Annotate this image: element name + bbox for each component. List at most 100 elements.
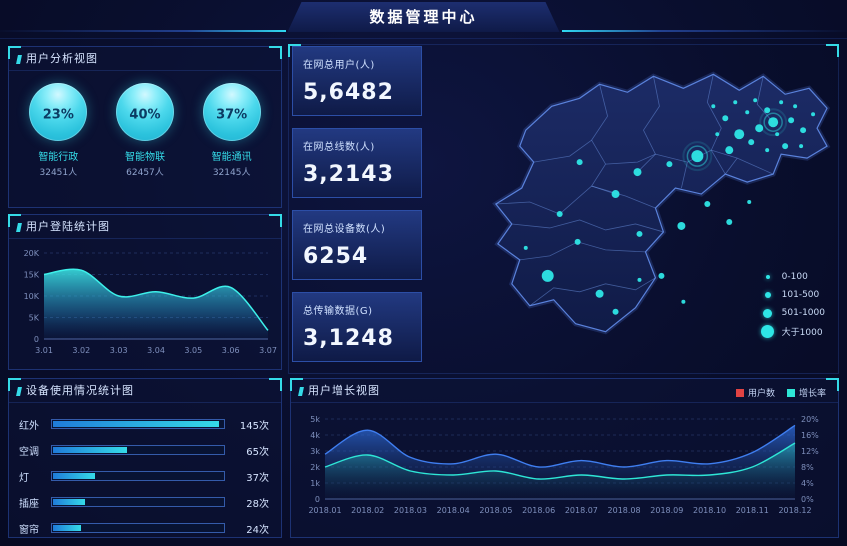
stat-label: 在网总设备数(人) <box>303 224 386 235</box>
map-dot <box>574 238 581 245</box>
map-dot <box>753 98 758 103</box>
device-bar-row: 红外 145次 <box>19 411 269 437</box>
map-dot <box>726 218 733 225</box>
legend-dot-icon <box>764 292 771 298</box>
增长率-area-fill <box>325 443 795 499</box>
map-dot-ring <box>763 112 783 132</box>
map-dot <box>633 168 642 177</box>
x-axis-tick: 2018.05 <box>479 506 512 515</box>
map-dot <box>711 104 716 109</box>
gauge-count: 62457人 <box>126 168 164 178</box>
x-axis-tick: 2018.02 <box>351 506 384 515</box>
login-line <box>43 268 269 331</box>
y-axis-right-tick: 4% <box>801 479 814 488</box>
legend-dot-icon <box>765 275 770 279</box>
y-axis-left-tick: 2k <box>310 463 320 472</box>
map-dot <box>595 289 604 298</box>
map-dot <box>523 245 528 250</box>
map-dot <box>745 110 750 115</box>
device-bar-track <box>51 497 225 507</box>
y-axis-left-tick: 5k <box>310 415 320 424</box>
map-scatter-dots <box>523 98 816 315</box>
device-bar-chart: 红外 145次 空调 65次 灯 37次 插座 28次 窗帘 <box>9 403 281 541</box>
stat-card-total-users: 在网总用户(人) 5,6482 <box>292 46 422 116</box>
map-dot <box>681 299 686 304</box>
growth-area-chart: 0 0% 1k 4% 2k 8% 3k 12% 4k 16% 5k 20% 2018.01 2018.02… <box>308 415 819 515</box>
y-axis-tick: 0 <box>34 335 39 344</box>
map-dot <box>734 129 745 140</box>
stat-card-total-lines: 在网总线数(人) 3,2143 <box>292 128 422 198</box>
header-baseline <box>0 38 847 39</box>
header: 数据管理中心 <box>0 0 847 40</box>
x-axis-tick: 3.03 <box>110 346 128 355</box>
map-dot <box>764 107 771 114</box>
map-dot <box>768 117 779 128</box>
device-bar-track <box>51 445 225 455</box>
map-legend-row: 0-100 <box>761 268 825 286</box>
map-dot <box>788 117 795 124</box>
device-label: 插座 <box>19 498 39 510</box>
x-axis-tick: 3.02 <box>72 346 90 355</box>
x-axis-tick: 2018.01 <box>308 506 341 515</box>
device-bar-row: 灯 37次 <box>19 463 269 489</box>
x-axis-tick: 3.01 <box>35 346 53 355</box>
x-axis-tick: 2018.03 <box>394 506 427 515</box>
gauge-label: 智能通讯 <box>211 152 252 163</box>
增长率-line <box>324 442 796 480</box>
panel-login-stats: 用户登陆统计图 0 5K 10K 15K 20K 3.01 3.02 3.03 3.04 3.05… <box>8 214 282 370</box>
gauge-comm: 37% 智能通讯 32145人 <box>189 83 275 178</box>
map-legend-row: 501-1000 <box>761 304 825 322</box>
map-legend: 0-100 101-500 501-1000 大于1000 <box>760 268 825 340</box>
stat-label: 在网总用户(人) <box>303 60 375 71</box>
gauge-admin: 23% 智能行政 32451人 <box>15 83 101 178</box>
stat-card-total-devices: 在网总设备数(人) 6254 <box>292 210 422 280</box>
legend-item-users: 用户数 <box>735 386 775 399</box>
stat-label: 总传输数据(G) <box>303 306 373 317</box>
map-dot <box>747 200 752 205</box>
map-dot <box>658 272 665 279</box>
map-dot-halo <box>682 141 713 172</box>
panel-user-analysis: 用户分析视图 23% 智能行政 32451人 40% 智能物联 62457人 3… <box>8 46 282 208</box>
y-axis-left-tick: 3k <box>310 447 320 456</box>
overview-frame <box>288 44 839 374</box>
y-axis-right-tick: 0% <box>801 495 814 504</box>
device-bar-row: 窗帘 24次 <box>19 515 269 541</box>
map-dot <box>691 150 704 163</box>
x-axis-tick: 2018.12 <box>778 506 811 515</box>
gauge-iot: 40% 智能物联 62457人 <box>102 83 188 178</box>
gauge-percent: 40% <box>129 107 161 123</box>
x-axis-tick: 2018.10 <box>693 506 726 515</box>
y-axis-right-tick: 8% <box>801 463 814 472</box>
y-axis-left-tick: 4k <box>310 431 320 440</box>
map-dot-ring <box>686 145 709 167</box>
user-growth-title: 用户增长视图 <box>291 379 838 403</box>
map-dot <box>666 161 673 168</box>
device-bar-fill <box>53 525 81 531</box>
gauge-count: 32451人 <box>39 168 78 178</box>
x-axis-tick: 2018.08 <box>608 506 641 515</box>
user-analysis-title: 用户分析视图 <box>9 47 281 71</box>
device-bar-fill <box>53 499 86 505</box>
x-axis-tick: 3.06 <box>222 346 240 355</box>
x-axis-tick: 2018.09 <box>650 506 683 515</box>
growth-legend-label: 增长率 <box>798 389 826 399</box>
map-dot <box>677 221 686 230</box>
login-area-chart: 0 5K 10K 15K 20K 3.01 3.02 3.03 3.04 3.05 3.06 3.07 <box>24 249 277 355</box>
map-dot <box>715 132 720 137</box>
map-legend-row: 大于1000 <box>760 322 825 340</box>
x-axis-tick: 2018.06 <box>522 506 555 515</box>
device-bar-row: 插座 28次 <box>19 489 269 515</box>
map-dot <box>800 127 807 134</box>
header-line-right <box>561 30 847 32</box>
map-legend-label: 0-100 <box>781 272 808 282</box>
y-axis-right-tick: 20% <box>801 415 819 424</box>
y-axis-tick: 15K <box>24 271 40 280</box>
map-dot <box>722 115 729 122</box>
device-label: 红外 <box>19 420 39 432</box>
x-axis-tick: 3.05 <box>184 346 202 355</box>
users-swatch-icon <box>735 388 744 397</box>
map-dot <box>775 132 780 137</box>
liquid-gauge-icon: 37% <box>202 83 261 141</box>
map-legend-label: 501-1000 <box>781 308 825 318</box>
legend-item-growth: 增长率 <box>786 386 826 399</box>
